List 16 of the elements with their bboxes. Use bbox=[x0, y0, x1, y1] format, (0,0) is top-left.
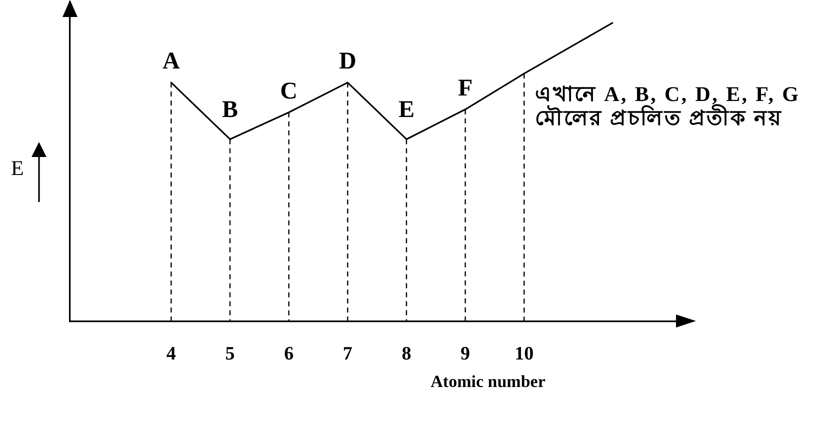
annotation: A bbox=[162, 48, 181, 75]
annotation: C bbox=[280, 78, 298, 104]
annotation: F bbox=[458, 75, 473, 102]
x-tick-label: 7 bbox=[342, 344, 353, 365]
x-tick-label: 6 bbox=[284, 344, 294, 365]
annotation: এখানে A, B, C, D, E, F, G মৌলের প্রচলিত প্রতীক নয় bbox=[535, 82, 800, 130]
y-axis-title: E bbox=[11, 156, 24, 181]
x-axis-title: Atomic number bbox=[430, 372, 546, 392]
x-tick-label: 9 bbox=[460, 344, 470, 365]
x-tick-label: 10 bbox=[514, 344, 534, 365]
x-tick-label: 5 bbox=[225, 344, 235, 365]
annotation: E bbox=[398, 97, 414, 124]
x-tick-label: 8 bbox=[402, 344, 412, 365]
x-tick-label: 4 bbox=[166, 344, 176, 365]
annotation: B bbox=[222, 97, 238, 124]
annotation: D bbox=[338, 48, 356, 75]
